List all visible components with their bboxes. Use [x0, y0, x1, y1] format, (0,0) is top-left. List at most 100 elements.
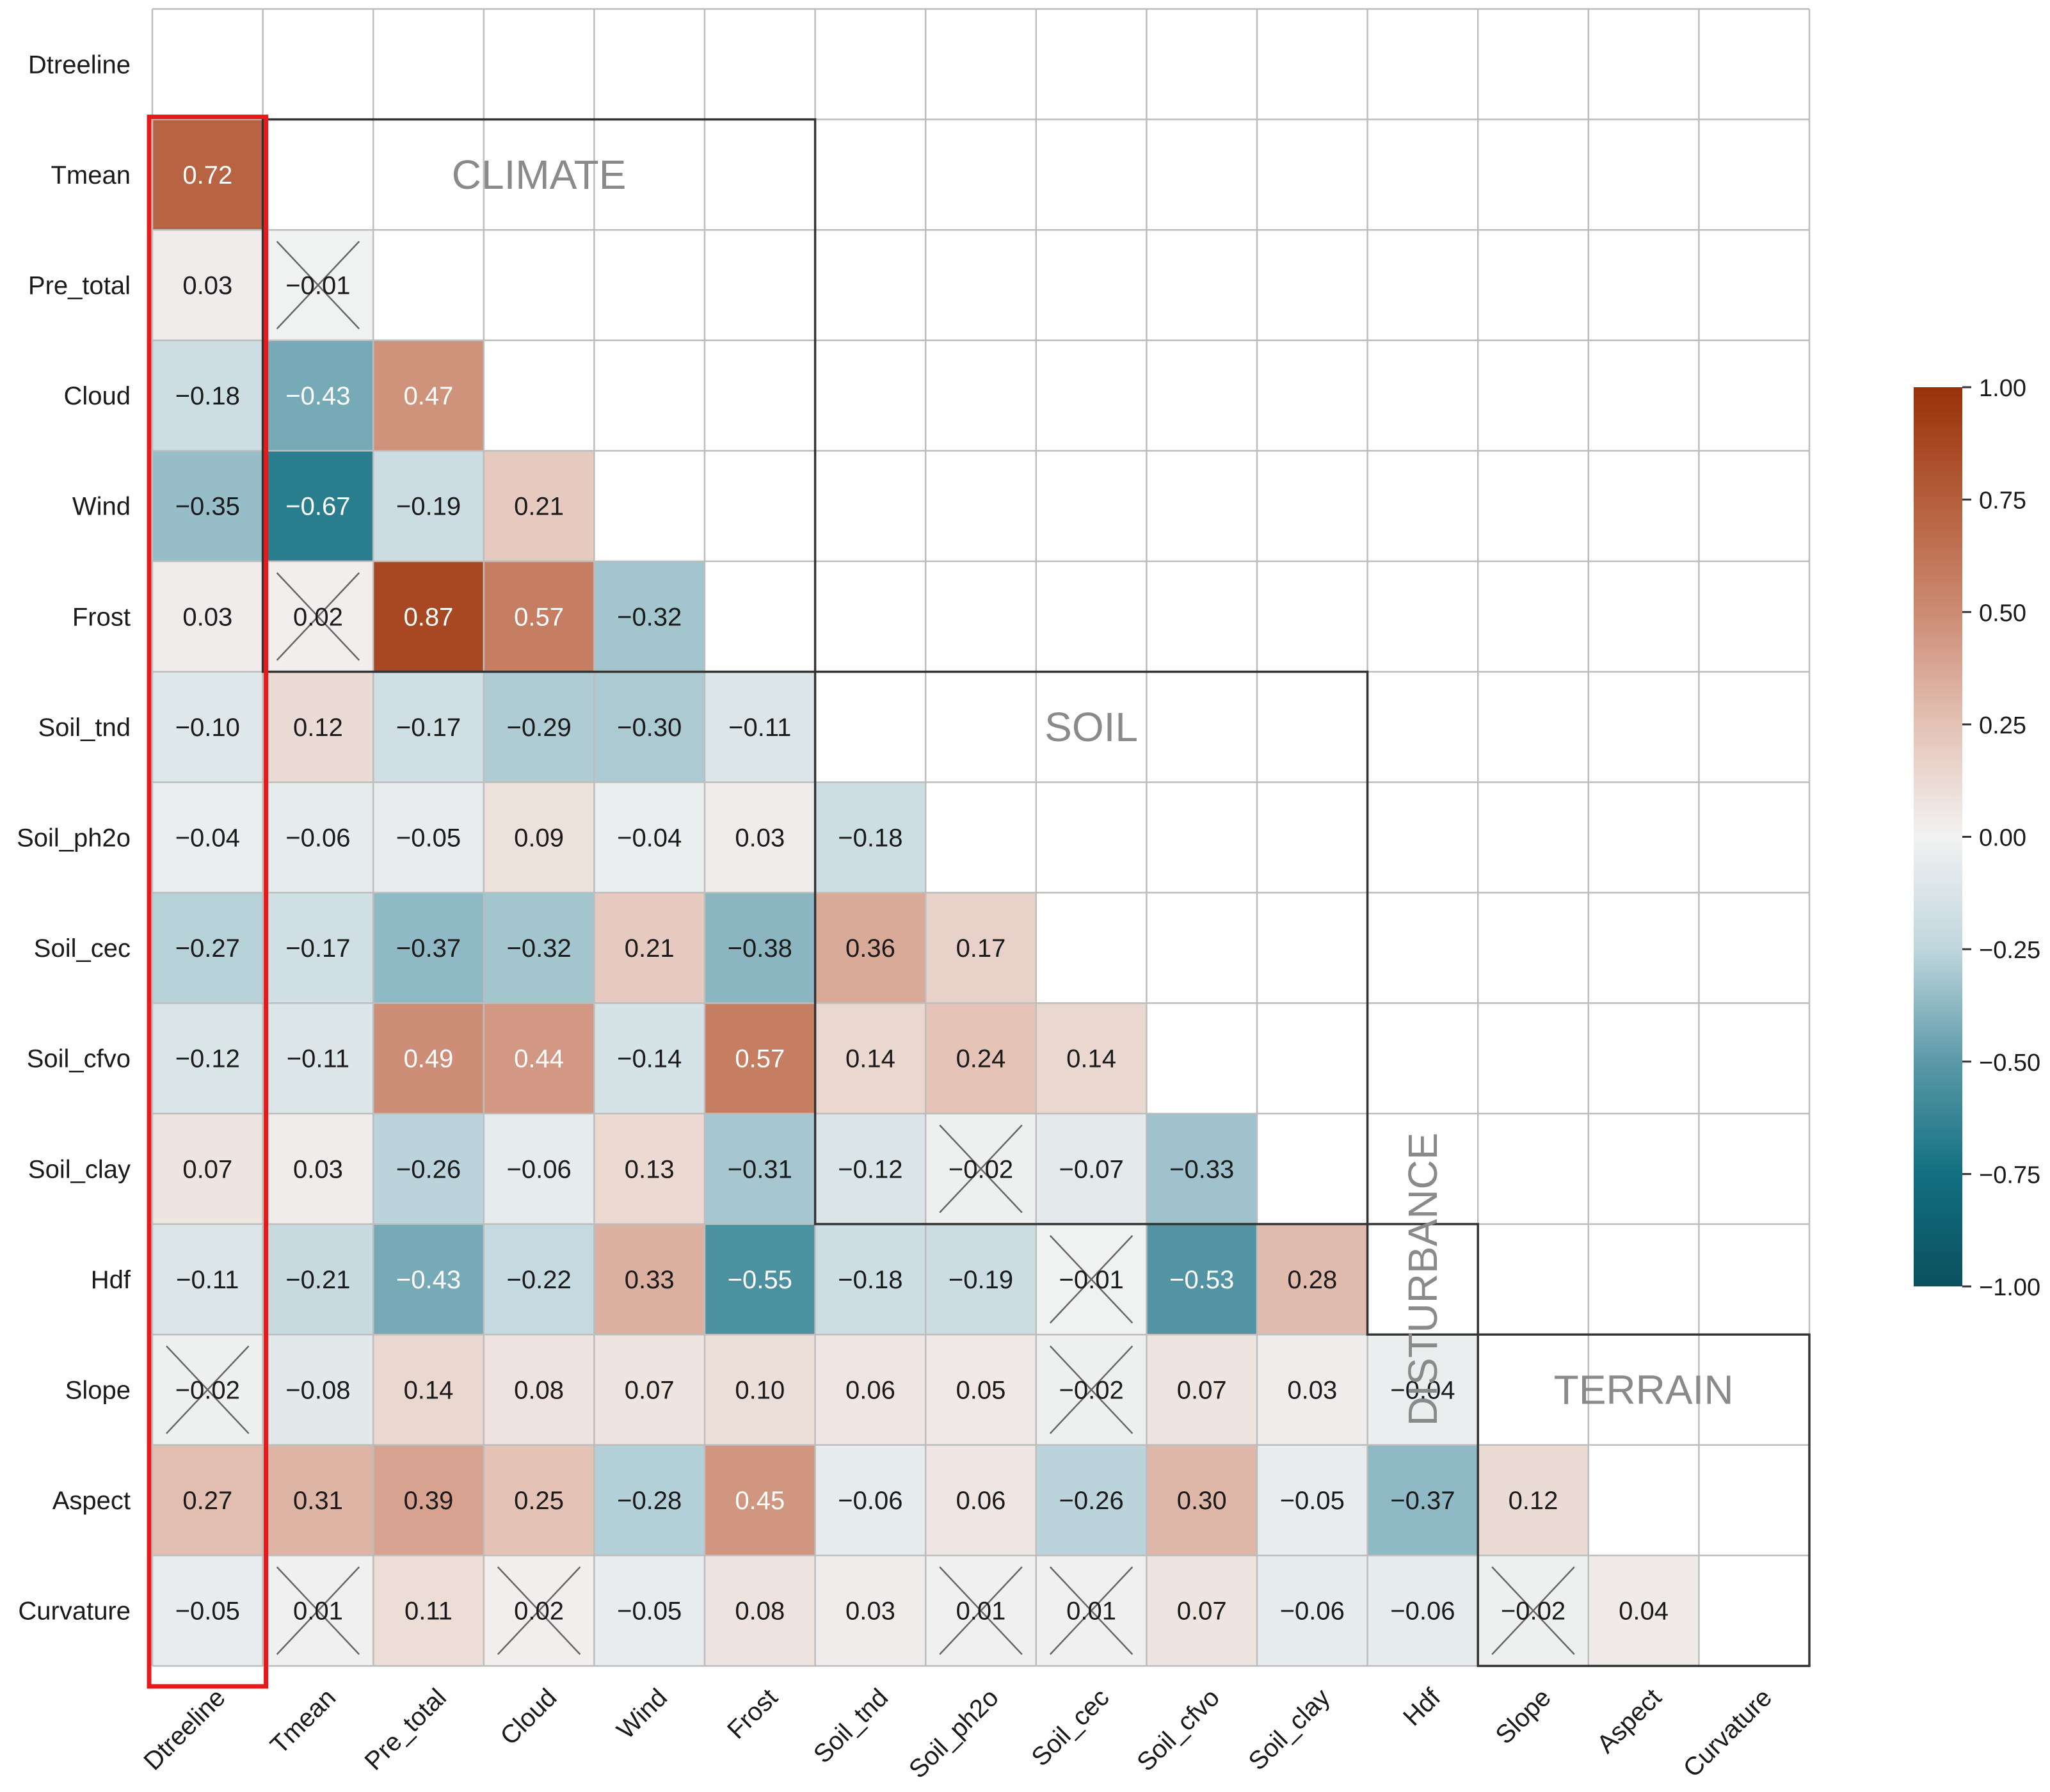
heatmap-cell: [925, 1444, 1036, 1556]
cell-value: 0.09: [514, 824, 564, 852]
cell-value: −0.14: [617, 1045, 682, 1073]
row-label: Aspect: [52, 1487, 131, 1515]
cell-value: 0.14: [1066, 1045, 1116, 1073]
cell-value: −0.19: [396, 493, 461, 521]
cell-value: −0.01: [1059, 1266, 1123, 1294]
heatmap-cell: [705, 1114, 815, 1224]
column-label: Soil_cfvo: [1132, 1683, 1225, 1777]
heatmap-cell: [262, 451, 374, 561]
cell-value: 0.08: [735, 1597, 785, 1626]
heatmap-cell: [594, 1334, 705, 1445]
cell-value: −0.17: [285, 934, 350, 963]
cell-values: 0.72 0.03 −0.01 −0.18 −0.43 0.47 −0.35 −0.67 −0.…: [175, 161, 1669, 1626]
heatmap-cell: [1257, 1334, 1368, 1445]
cross-mark: [1049, 1566, 1133, 1655]
heatmap-cell: [373, 1444, 484, 1556]
cell-value: 0.30: [1177, 1487, 1227, 1515]
heatmap-cell: [1367, 1555, 1478, 1666]
cell-value: −0.12: [175, 1045, 240, 1073]
row-label: Pre_total: [28, 272, 131, 300]
cell-value: 0.13: [625, 1155, 675, 1183]
colorbar-gradient: [1914, 387, 1962, 1286]
heatmap-cell: [373, 782, 484, 893]
cell-value: −0.02: [1059, 1377, 1123, 1405]
cell-value: −0.04: [617, 824, 682, 852]
column-label: Cloud: [495, 1683, 562, 1750]
heatmap-cell: [705, 1555, 815, 1666]
cell-value: 0.11: [404, 1597, 452, 1626]
heatmap-cell: [594, 892, 705, 1004]
heatmap-cell: [483, 1224, 595, 1335]
colorbar-tick-label: −0.50: [1979, 1050, 2040, 1076]
cell-value: −0.35: [175, 493, 240, 521]
cell-value: 0.07: [182, 1155, 232, 1183]
cell-value: −0.05: [175, 1597, 240, 1626]
cell-value: 0.03: [735, 824, 785, 852]
cell-value: 0.03: [1287, 1377, 1337, 1405]
heatmap-cell: [152, 1444, 263, 1556]
cell-value: 0.12: [293, 714, 343, 742]
highlight-layer: [147, 115, 269, 1689]
row-label: Soil_clay: [28, 1155, 131, 1183]
cell-value: 0.57: [514, 603, 564, 631]
cell-value: −0.55: [728, 1266, 792, 1294]
heatmap-cell: [594, 1114, 705, 1224]
column-label: Curvature: [1678, 1683, 1777, 1782]
heatmap-cell: [594, 561, 705, 672]
row-label: Soil_ph2o: [17, 824, 131, 852]
heatmap-cell: [1588, 1555, 1699, 1666]
heatmap-cell: [373, 1114, 484, 1224]
colorbar: 1.00 0.75 0.50 0.25 0.00 −0.25 −0.50 −0.75 −1.00: [1914, 375, 2040, 1301]
column-label: Aspect: [1592, 1683, 1667, 1759]
heatmap-cell: [152, 782, 263, 893]
column-label: Soil_clay: [1243, 1683, 1335, 1775]
group-box: [1366, 1222, 1479, 1336]
row-label: Slope: [65, 1377, 131, 1405]
cell-value: −0.18: [175, 382, 240, 410]
cell-value: 0.72: [182, 161, 232, 189]
heatmap-cell: [152, 1224, 263, 1335]
heatmap-cell: [483, 1444, 595, 1556]
cell-value: 0.33: [625, 1266, 675, 1294]
heatmap-cell: [483, 451, 595, 561]
heatmap-cell: [1146, 1444, 1257, 1556]
row-label: Frost: [72, 603, 131, 631]
heatmap-cell: [373, 561, 484, 672]
heatmap-cell: [705, 1224, 815, 1335]
colorbar-tick-label: 0.50: [1979, 600, 2026, 627]
heatmap-cell: [373, 1224, 484, 1335]
cell-value: −0.53: [1169, 1266, 1234, 1294]
cell-value: −0.02: [1501, 1597, 1566, 1626]
heatmap-cells: [152, 119, 1699, 1666]
heatmap-cell: [262, 340, 374, 451]
cell-value: −0.06: [838, 1487, 902, 1515]
heatmap-cell: [373, 340, 484, 451]
colorbar-tick-label: 0.75: [1979, 488, 2026, 515]
cell-value: −0.67: [285, 493, 350, 521]
cell-value: −0.19: [949, 1266, 1013, 1294]
cell-value: 0.12: [1509, 1487, 1558, 1515]
row-label: Cloud: [63, 382, 131, 410]
cell-value: 0.03: [293, 1155, 343, 1183]
heatmap-cell: [262, 1334, 374, 1445]
cell-value: −0.04: [175, 824, 240, 852]
cross-marks: [166, 241, 1575, 1655]
heatmap-cell: [373, 892, 484, 1004]
cell-value: −0.05: [396, 824, 461, 852]
cell-value: 0.87: [404, 603, 454, 631]
group-label: TERRAIN: [1554, 1367, 1734, 1413]
cell-value: −0.28: [617, 1487, 682, 1515]
cell-value: 0.07: [1177, 1597, 1227, 1626]
heatmap-cell: [262, 782, 374, 893]
heatmap-cell: [152, 1114, 263, 1224]
heatmap-cell: [705, 671, 815, 783]
cell-value: −0.33: [1169, 1155, 1234, 1183]
cross-mark: [166, 1345, 250, 1434]
cell-value: −0.06: [506, 1155, 571, 1183]
cross-mark: [1049, 1235, 1133, 1324]
cell-value: −0.22: [506, 1266, 571, 1294]
heatmap-cell: [1146, 1334, 1257, 1445]
cell-value: 0.02: [293, 603, 343, 631]
heatmap-cell: [1257, 1444, 1368, 1556]
heatmap-cell: [925, 1224, 1036, 1335]
